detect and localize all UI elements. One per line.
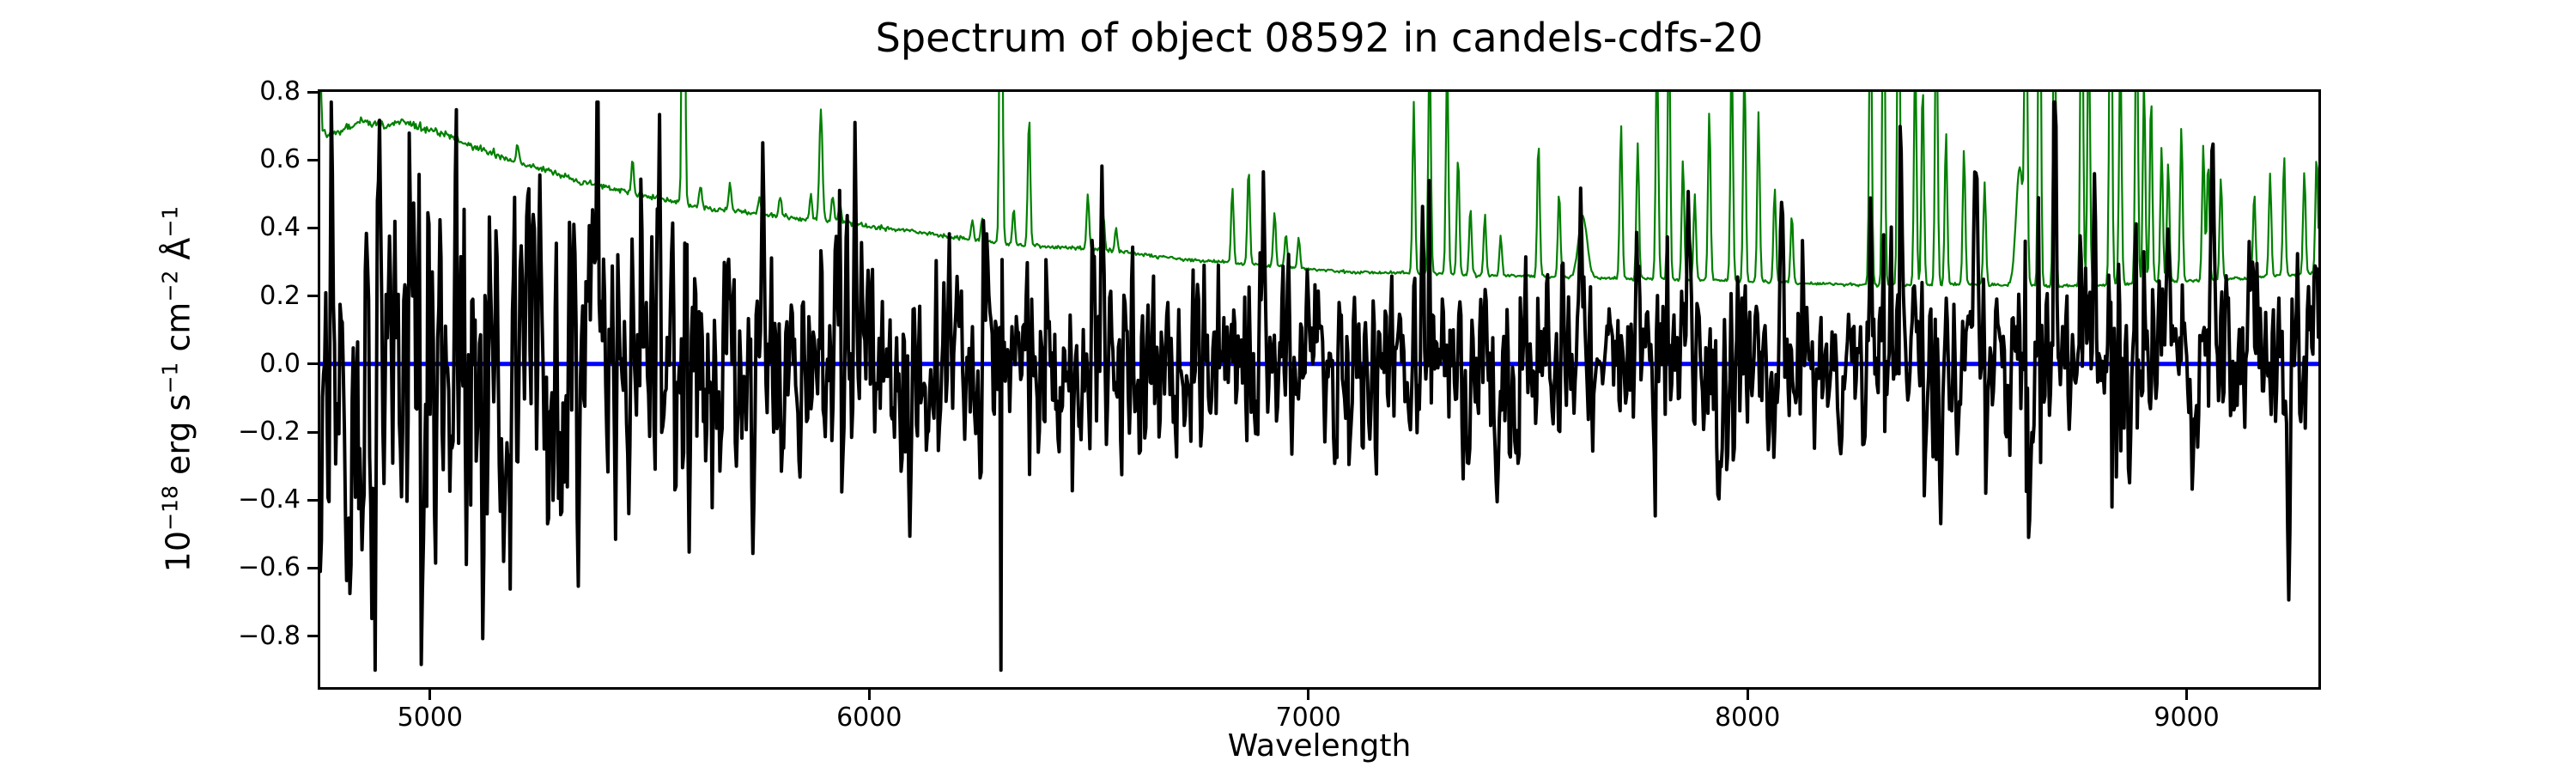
x-tick-label: 8000 (1714, 703, 1781, 733)
chart-title: Spectrum of object 08592 in candels-cdfs… (875, 15, 1764, 61)
x-tick-mark (1746, 687, 1749, 700)
plot-area (320, 92, 2318, 687)
y-tick-label: 0.6 (259, 144, 301, 175)
y-tick-label: 0.2 (259, 280, 301, 311)
x-tick-mark (1307, 687, 1310, 700)
y-tick-label: −0.2 (238, 417, 301, 447)
x-tick-label: 9000 (2154, 703, 2220, 733)
y-tick-mark (307, 635, 320, 638)
x-tick-mark (867, 687, 871, 700)
y-tick-mark (307, 295, 320, 298)
y-tick-label: 0.0 (259, 348, 301, 379)
x-tick-mark (2185, 687, 2189, 700)
x-axis-label: Wavelength (1227, 728, 1412, 764)
y-tick-mark (307, 90, 320, 94)
spectrum-canvas (320, 92, 2318, 673)
y-tick-label: 0.8 (259, 76, 301, 107)
y-tick-mark (307, 430, 320, 434)
flux-spectrum-line (320, 100, 2318, 673)
y-tick-mark (307, 362, 320, 366)
y-axis-label: 10−18 erg s−1 cm−2 Å−1 (152, 206, 197, 573)
y-tick-mark (307, 566, 320, 569)
y-tick-mark (307, 498, 320, 502)
x-tick-label: 5000 (397, 703, 464, 733)
y-tick-mark (307, 226, 320, 229)
y-tick-mark (307, 158, 320, 161)
y-tick-label: −0.8 (238, 620, 301, 651)
noise-spectrum-line (320, 92, 2318, 289)
y-tick-label: −0.6 (238, 552, 301, 583)
x-tick-label: 6000 (836, 703, 902, 733)
x-tick-label: 7000 (1275, 703, 1341, 733)
y-tick-label: −0.4 (238, 484, 301, 515)
x-tick-mark (428, 687, 432, 700)
y-tick-label: 0.4 (259, 212, 301, 243)
